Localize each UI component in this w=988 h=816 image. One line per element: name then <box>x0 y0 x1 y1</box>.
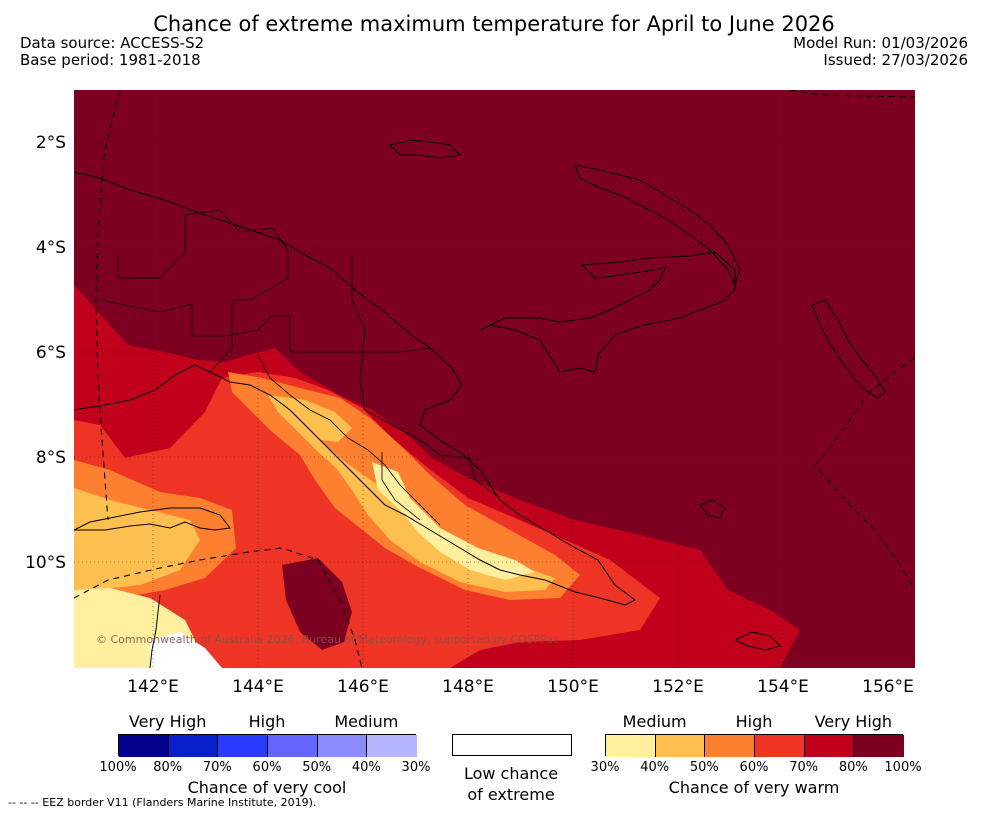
cool-tick-label: 70% <box>202 760 232 775</box>
new-britain-coast <box>479 251 736 373</box>
cool-color-bar <box>118 734 417 757</box>
cool-category-labels: Very High High Medium <box>100 712 440 732</box>
cool-tick-label: 30% <box>401 760 431 775</box>
forecast-map: © Commonwealth of Australia 2026, Bureau… <box>25 90 915 697</box>
warm-tick-label: 100% <box>884 760 922 775</box>
warm-tick-label: 40% <box>640 760 670 775</box>
lon-label: 148°E <box>442 677 494 697</box>
meta-right: Model Run: 01/03/2026 Issued: 27/03/2026 <box>793 35 968 69</box>
eez-footnote: -- -- -- EEZ border V11 (Flanders Marine… <box>8 796 317 809</box>
lat-label: 8°S <box>36 448 66 468</box>
warm-color-cell <box>655 735 706 757</box>
torres-cape-york <box>74 507 231 531</box>
legend-low-chance: Low chance of extreme <box>452 734 572 804</box>
map-area <box>74 90 915 668</box>
cool-tick-label: 80% <box>153 760 183 775</box>
warm-color-cell <box>606 735 656 757</box>
province-border-4 <box>257 354 441 526</box>
warm-tick-label: 60% <box>739 760 769 775</box>
warm-color-cell <box>755 735 805 757</box>
map-title: Chance of extreme maximum temperature fo… <box>153 12 835 36</box>
bougainville-coast <box>811 299 886 399</box>
warm-category-label: High <box>735 712 773 731</box>
warm-color-cell <box>705 735 755 757</box>
eez-border-north <box>789 90 915 98</box>
province-border-5 <box>381 452 421 521</box>
lat-label: 6°S <box>36 343 66 363</box>
cool-category-label: High <box>248 712 286 731</box>
lat-label: 10°S <box>25 553 66 573</box>
province-border-3 <box>351 255 501 499</box>
cool-color-cell <box>218 735 268 757</box>
graticule <box>74 90 915 668</box>
warm-legend-label: Chance of very warm <box>668 778 840 797</box>
cool-color-cell <box>119 735 169 757</box>
cool-tick-label: 60% <box>252 760 282 775</box>
legend-cool: Very High High Medium 100% 80% 70% 60% 50% 40% 3… <box>99 712 440 797</box>
lon-label: 154°E <box>757 677 809 697</box>
low-chance-region <box>150 632 222 668</box>
eez-borders <box>74 90 915 668</box>
lon-label: 146°E <box>337 677 389 697</box>
cool-color-cell <box>367 735 417 757</box>
warm-very-high-patch <box>282 558 352 650</box>
cape-york-west <box>149 594 161 668</box>
eez-border-south-west <box>74 547 363 668</box>
manus-coast <box>389 139 462 159</box>
base-period: Base period: 1981-2018 <box>20 51 201 69</box>
cool-color-cell <box>268 735 318 757</box>
meta-left: Data source: ACCESS-S2 Base period: 1981… <box>20 35 204 69</box>
cool-tick-labels: 100% 80% 70% 60% 50% 40% 30% <box>99 760 440 776</box>
warm-tick-labels: 30% 40% 50% 60% 70% 80% 100% <box>588 760 928 776</box>
province-border-1 <box>117 209 289 373</box>
warm-tick-label: 70% <box>789 760 819 775</box>
warm-color-bar <box>605 734 904 757</box>
low-chance-label-line1: Low chance <box>463 764 559 783</box>
cool-color-cell <box>168 735 219 757</box>
warm-category-labels: Medium High Very High <box>588 712 928 732</box>
warm-color-cell <box>854 735 904 757</box>
legend-warm: Medium High Very High 30% 40% 50% 60% 70% 80% 10… <box>588 712 928 797</box>
low-chance-label-line2: of extreme <box>467 785 555 804</box>
cool-category-label: Medium <box>334 712 399 731</box>
warm-tick-label: 50% <box>689 760 719 775</box>
cool-color-cell <box>317 735 368 757</box>
cool-tick-label: 40% <box>351 760 381 775</box>
lat-label: 4°S <box>36 238 66 258</box>
lon-label: 156°E <box>862 677 914 697</box>
warm-40-region-2 <box>372 462 535 580</box>
issued-date: Issued: 27/03/2026 <box>823 51 968 69</box>
lon-label: 142°E <box>127 677 179 697</box>
province-border-2 <box>99 299 431 353</box>
longitude-axis: 142°E 144°E 146°E 148°E 150°E 152°E 154°E 156°E <box>127 677 914 697</box>
warm-tick-label: 80% <box>838 760 868 775</box>
data-source: Data source: ACCESS-S2 <box>20 34 205 52</box>
lat-label: 2°S <box>36 133 66 153</box>
kiriwina-coast <box>699 499 726 519</box>
cool-tick-label: 50% <box>302 760 332 775</box>
warm-category-label: Medium <box>622 712 687 731</box>
coastlines <box>74 139 886 668</box>
eez-border-west <box>95 90 121 521</box>
admin-borders <box>99 209 501 526</box>
warm-tick-label: 30% <box>590 760 620 775</box>
lon-label: 152°E <box>652 677 704 697</box>
new-ireland-coast <box>574 164 741 287</box>
louisiade-coast <box>733 631 781 651</box>
lon-label: 144°E <box>232 677 284 697</box>
cool-legend-label: Chance of very cool <box>187 778 347 797</box>
warm-category-label: Very High <box>814 712 893 731</box>
warm-color-cell <box>804 735 855 757</box>
latitude-axis: 2°S 4°S 6°S 8°S 10°S <box>25 133 66 573</box>
lon-label: 150°E <box>547 677 599 697</box>
new-guinea-coast <box>74 171 636 606</box>
cool-category-label: Very High <box>128 712 207 731</box>
eez-border-east <box>814 357 915 591</box>
cool-tick-label: 100% <box>99 760 137 775</box>
model-run: Model Run: 01/03/2026 <box>793 34 968 52</box>
copyright-notice: © Commonwealth of Australia 2026, Bureau… <box>96 633 559 646</box>
low-chance-box <box>452 734 572 756</box>
